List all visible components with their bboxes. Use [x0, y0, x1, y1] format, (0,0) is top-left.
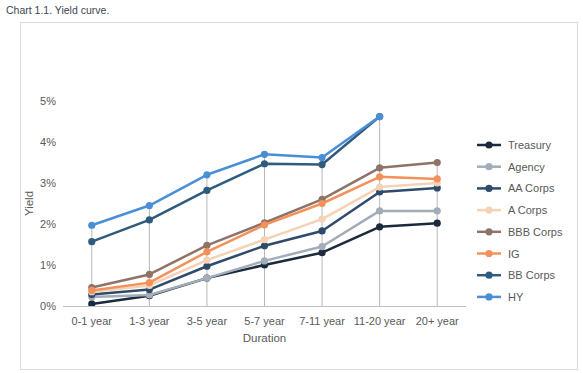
legend-label: HY [508, 291, 524, 303]
series-marker [376, 207, 383, 214]
x-axis-title: Duration [243, 332, 286, 344]
drop-line [264, 154, 265, 306]
series-marker [318, 200, 325, 207]
series-marker [88, 222, 95, 229]
series-marker [318, 243, 325, 250]
series-marker [318, 227, 325, 234]
x-tick-label: 11-20 year [354, 315, 406, 327]
legend-marker [485, 272, 492, 279]
x-tick-label: 1-3 year [129, 315, 170, 327]
series-marker [203, 248, 210, 255]
series-marker [261, 257, 268, 264]
legend-label: Treasury [508, 139, 551, 151]
legend-marker [485, 293, 492, 300]
legend-label: Agency [508, 161, 545, 173]
legend-marker [485, 250, 492, 257]
series-marker [88, 300, 95, 306]
series-marker [88, 287, 95, 294]
series-marker [261, 151, 268, 158]
series-marker [203, 242, 210, 249]
series-marker [203, 275, 210, 282]
series-line [92, 163, 437, 288]
series-marker [434, 159, 441, 166]
series-marker [203, 275, 210, 282]
series-marker [146, 271, 153, 278]
legend-label: BBB Corps [508, 226, 563, 238]
y-tick-label: 3% [40, 177, 56, 189]
series-marker [318, 154, 325, 161]
series-line [92, 188, 437, 295]
x-tick-label: 3-5 year [187, 315, 228, 327]
series-marker [146, 216, 153, 223]
plot-data [88, 113, 441, 306]
legend-label: IG [508, 248, 520, 260]
series-marker [203, 187, 210, 194]
series-line [92, 177, 437, 291]
series-marker [318, 249, 325, 256]
series-line [92, 117, 380, 226]
series-marker [146, 292, 153, 299]
y-tick-label: 4% [40, 136, 56, 148]
x-tick-label: 20+ year [416, 315, 459, 327]
series-marker [376, 164, 383, 171]
series-marker [261, 242, 268, 249]
legend-label: A Corps [508, 204, 548, 216]
x-tick-label: 5-7 year [244, 315, 285, 327]
legend-label: AA Corps [508, 182, 555, 194]
series-marker [261, 160, 268, 167]
title: Chart 1.1. Yield curve. [6, 4, 109, 16]
series-marker [261, 236, 268, 243]
series-marker [88, 238, 95, 245]
series-marker [376, 113, 383, 120]
series-marker [434, 220, 441, 227]
legend-label: BB Corps [508, 269, 556, 281]
x-axis-line [63, 306, 466, 307]
series-marker [146, 279, 153, 286]
series-marker [376, 223, 383, 230]
series-marker [203, 171, 210, 178]
y-tick-label: 2% [40, 218, 56, 230]
y-tick-label: 5% [40, 95, 56, 107]
legend-marker [485, 207, 492, 214]
legend-marker [485, 185, 492, 192]
series-line [92, 223, 437, 304]
series-marker [318, 161, 325, 168]
y-axis-line [63, 101, 64, 306]
series-marker [318, 215, 325, 222]
series-marker [376, 184, 383, 191]
x-tick-label: 7-11 year [299, 315, 345, 327]
chart-frame [21, 23, 578, 370]
series-marker [434, 175, 441, 182]
series-marker [376, 113, 383, 120]
series-marker [376, 173, 383, 180]
series-marker [203, 263, 210, 270]
y-axis-title: Yield [23, 191, 35, 216]
series-line [92, 117, 380, 242]
drop-line [206, 175, 207, 306]
series-marker [146, 202, 153, 209]
legend-marker [485, 141, 492, 148]
series-marker [434, 207, 441, 214]
legend-marker [485, 163, 492, 170]
legend-marker [485, 228, 492, 235]
series-marker [203, 256, 210, 263]
series-marker [261, 221, 268, 228]
y-tick-label: 1% [40, 259, 56, 271]
chart: Chart 1.1. Yield curve. 0% 1% 2% 3% 4% 5% 0-1 y… [0, 0, 583, 373]
x-tick-label: 0-1 year [72, 315, 113, 327]
y-tick-label: 0% [40, 300, 56, 312]
